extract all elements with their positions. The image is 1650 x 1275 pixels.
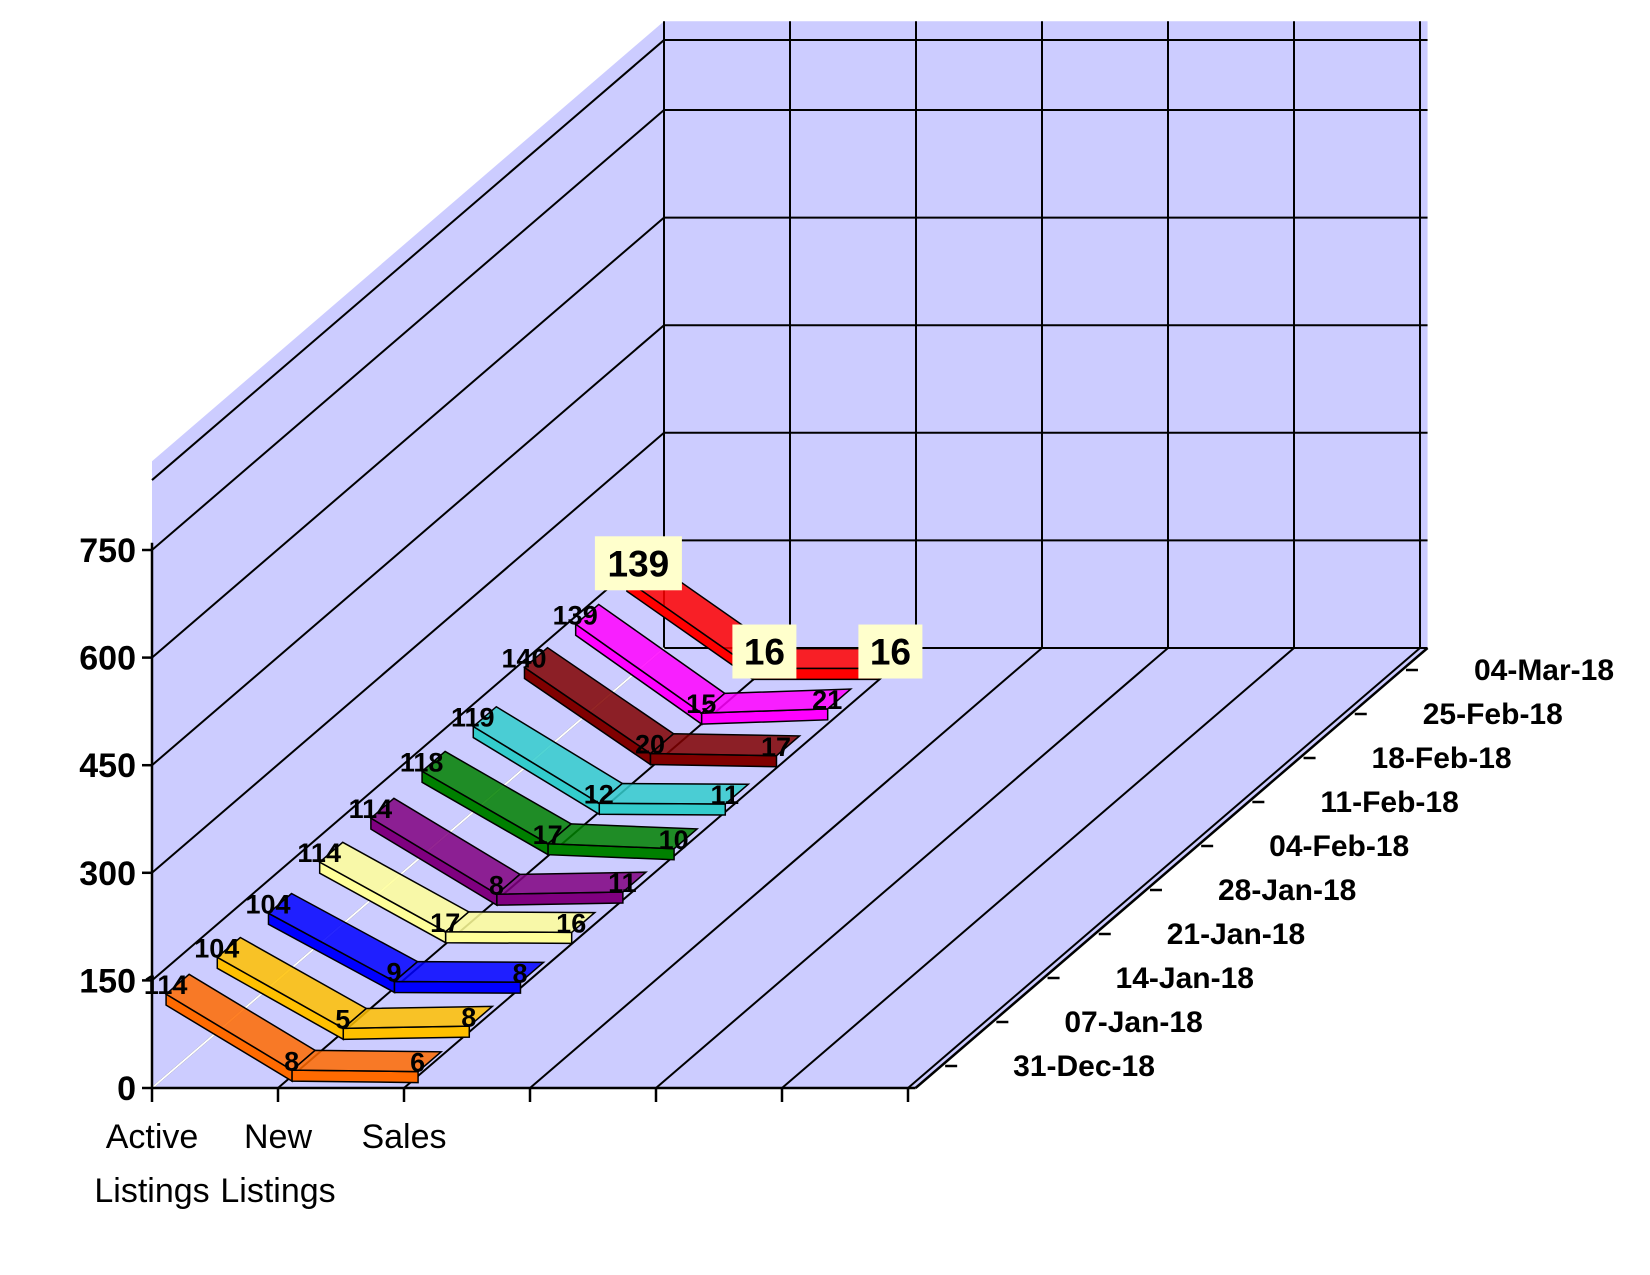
back-wall xyxy=(664,21,1428,649)
data-label: 118 xyxy=(400,747,444,777)
data-label-box xyxy=(858,624,923,679)
depth-label: 31-Dec-18 xyxy=(1013,1050,1155,1083)
x-category-label: Active xyxy=(106,1118,199,1156)
data-label: 15 xyxy=(686,689,716,719)
data-label: 119 xyxy=(451,703,495,733)
data-label: 8 xyxy=(284,1046,299,1076)
x-category-label: Sales xyxy=(361,1118,446,1156)
series-ribbon-top xyxy=(648,732,802,757)
depth-label: 04-Mar-18 xyxy=(1474,654,1614,687)
data-label: 139 xyxy=(608,543,670,584)
data-label: 11 xyxy=(711,780,740,810)
series-ribbon-top xyxy=(341,1005,495,1030)
chart-series xyxy=(164,559,904,1084)
depth-label: 04-Feb-18 xyxy=(1269,830,1409,863)
series-ribbon-top xyxy=(494,871,648,895)
depth-label: 28-Jan-18 xyxy=(1218,874,1356,907)
data-label: 17 xyxy=(761,732,791,762)
series-ribbon-segment xyxy=(444,930,573,945)
data-label-box xyxy=(732,624,797,679)
data-label: 21 xyxy=(812,685,842,715)
x-category-label: Listings xyxy=(94,1172,209,1210)
data-label: 6 xyxy=(410,1048,425,1078)
data-label-box xyxy=(594,536,682,591)
data-label: 8 xyxy=(512,958,527,988)
floor-gridline xyxy=(781,647,1295,1089)
y-tick-label: 150 xyxy=(79,962,136,1000)
data-label: 17 xyxy=(430,908,460,938)
data-label: 12 xyxy=(584,779,614,809)
data-label: 16 xyxy=(556,909,586,939)
left-wall-gridline xyxy=(151,216,665,659)
series-ribbon-top xyxy=(699,688,853,714)
data-label: 114 xyxy=(297,838,341,868)
depth-label: 07-Jan-18 xyxy=(1064,1006,1202,1039)
data-label: 16 xyxy=(870,632,911,673)
left-wall-gridline xyxy=(151,109,665,551)
y-tick-label: 300 xyxy=(79,855,136,893)
floor-gridline xyxy=(655,647,1169,1089)
data-label: 11 xyxy=(608,868,637,898)
chart-gridlines xyxy=(151,21,1428,1089)
depth-label: 18-Feb-18 xyxy=(1372,742,1512,775)
data-label: 114 xyxy=(144,970,188,1000)
y-tick-label: 0 xyxy=(117,1070,136,1108)
y-tick-label: 600 xyxy=(79,640,136,678)
series-ribbon-top xyxy=(546,823,700,850)
chart-axes: 0 150 300 450 600 750 Active Listings New Listing… xyxy=(79,532,1614,1210)
depth-label: 25-Feb-18 xyxy=(1423,698,1563,731)
floor-gridline xyxy=(907,647,1421,1089)
data-label: 17 xyxy=(533,820,563,850)
depth-label: 11-Feb-18 xyxy=(1320,786,1458,819)
data-label: 140 xyxy=(501,644,546,674)
series-ribbon-top xyxy=(597,782,751,805)
data-label: 8 xyxy=(461,1002,476,1032)
data-label: 114 xyxy=(349,794,393,824)
data-label: 20 xyxy=(635,730,665,760)
left-wall-gridline xyxy=(151,39,665,481)
x-category-label: Listings xyxy=(220,1172,335,1210)
depth-label: 14-Jan-18 xyxy=(1116,962,1254,995)
left-wall-gridline xyxy=(151,539,665,982)
depth-axis-line xyxy=(914,647,1429,1089)
series-ribbon-segment xyxy=(393,980,522,994)
data-label: 9 xyxy=(386,958,401,988)
data-label: 104 xyxy=(194,933,239,963)
data-label: 104 xyxy=(245,889,290,919)
series-ribbon-segment xyxy=(598,802,727,816)
data-label: 16 xyxy=(744,632,785,673)
data-label: 5 xyxy=(335,1004,350,1034)
y-tick-label: 750 xyxy=(79,532,136,570)
data-label: 10 xyxy=(659,825,689,855)
left-wall xyxy=(152,21,664,1089)
data-label: 139 xyxy=(553,600,598,630)
x-category-label: New xyxy=(244,1118,312,1156)
floor-gridline xyxy=(403,647,917,1089)
series-ribbon-top xyxy=(290,1049,444,1073)
depth-label: 21-Jan-18 xyxy=(1167,918,1305,951)
left-wall-gridline xyxy=(151,324,665,766)
floor-gridline xyxy=(529,647,1043,1089)
series-ribbon-top xyxy=(443,911,597,934)
y-tick-label: 450 xyxy=(79,747,136,785)
data-label: 8 xyxy=(489,870,504,900)
left-wall-gridline xyxy=(151,432,665,874)
series-ribbon-top xyxy=(392,960,546,983)
